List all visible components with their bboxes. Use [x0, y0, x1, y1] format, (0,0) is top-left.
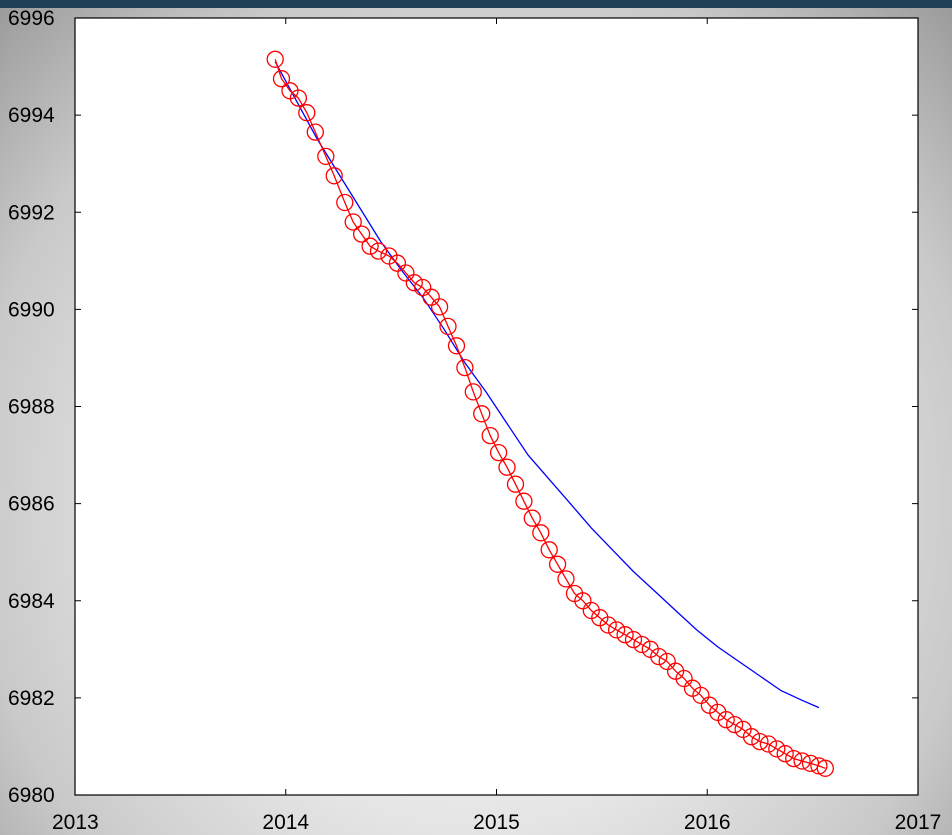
series-2-marker-20 [430, 298, 449, 316]
plot-background [75, 18, 918, 795]
series-2-marker-21 [439, 317, 457, 336]
series-2-marker-31 [523, 509, 541, 527]
y-tick-label: 6996 [8, 7, 55, 30]
series-2-marker-63 [793, 752, 811, 770]
series-2-marker-43 [624, 630, 643, 649]
series-2-marker-13 [369, 242, 388, 260]
series-2-marker-51 [692, 686, 710, 705]
y-tick-label: 6988 [8, 396, 55, 419]
series-2-marker-58 [751, 732, 769, 751]
x-tick-label: 2013 [52, 811, 99, 834]
series-1-line [274, 61, 820, 709]
y-tick-label: 6982 [8, 687, 55, 710]
series-2-marker-24 [464, 383, 482, 401]
series-2-marker-55 [725, 715, 744, 734]
series-2-marker-46 [650, 647, 668, 666]
series-2-marker-33 [540, 541, 558, 559]
series-2-marker-15 [388, 254, 407, 272]
series-2-marker-22 [447, 337, 466, 355]
series-2-marker-61 [776, 745, 794, 763]
series-2-marker-7 [317, 147, 335, 166]
series-2-marker-28 [498, 458, 516, 476]
series-2-marker-12 [361, 237, 379, 255]
series-2-marker-9 [336, 193, 354, 212]
series-2-marker-1 [266, 50, 284, 68]
y-tick-label: 6980 [8, 784, 55, 807]
series-2-marker-25 [473, 405, 491, 423]
series-layer [266, 50, 834, 777]
series-2-marker-10 [344, 213, 362, 231]
series-2-marker-27 [489, 443, 508, 462]
x-tick-label: 2016 [684, 811, 731, 834]
series-2-marker-26 [481, 426, 499, 445]
series-2-marker-44 [633, 635, 651, 654]
series-2-marker-6 [306, 123, 324, 141]
x-tick-label: 2015 [473, 811, 520, 834]
series-2-marker-66 [816, 759, 834, 777]
series-2-marker-17 [405, 274, 423, 292]
y-tick-label: 6990 [8, 298, 55, 321]
series-2-marker-62 [785, 749, 803, 768]
series-2-marker-41 [607, 621, 626, 639]
series-2-marker-54 [717, 711, 735, 729]
y-tick-label: 6992 [8, 201, 55, 224]
plot-area [75, 18, 918, 795]
x-tick-label: 2014 [262, 811, 309, 834]
series-2-marker-11 [352, 225, 371, 243]
series-2-marker-23 [456, 358, 474, 377]
y-tick-label: 6984 [8, 590, 55, 613]
series-2-marker-8 [325, 167, 343, 185]
top-accent-bar [0, 0, 952, 8]
y-tick-label: 6986 [8, 493, 55, 516]
series-2-marker-2 [272, 70, 291, 88]
series-2-marker-5 [298, 104, 316, 122]
series-2-marker-60 [768, 740, 786, 758]
series-2-marker-34 [548, 555, 567, 573]
x-tick-label: 2017 [895, 811, 942, 834]
series-2-marker-29 [506, 475, 525, 493]
y-tick-label: 6994 [8, 104, 55, 127]
series-2-marker-42 [616, 626, 634, 644]
series-2-marker-40 [599, 616, 617, 634]
series-2-marker-35 [557, 570, 575, 588]
series-2-marker-30 [515, 492, 533, 510]
series-2-marker-4 [289, 89, 308, 107]
series-2-marker-32 [532, 524, 550, 542]
series-2-marker-18 [414, 278, 432, 297]
series-2-marker-59 [759, 735, 778, 753]
axes-layer: 2013 2014 2015 2016 2017 6980 6982 6984 6986 6988… [8, 7, 941, 834]
series-2-marker-57 [742, 728, 761, 746]
